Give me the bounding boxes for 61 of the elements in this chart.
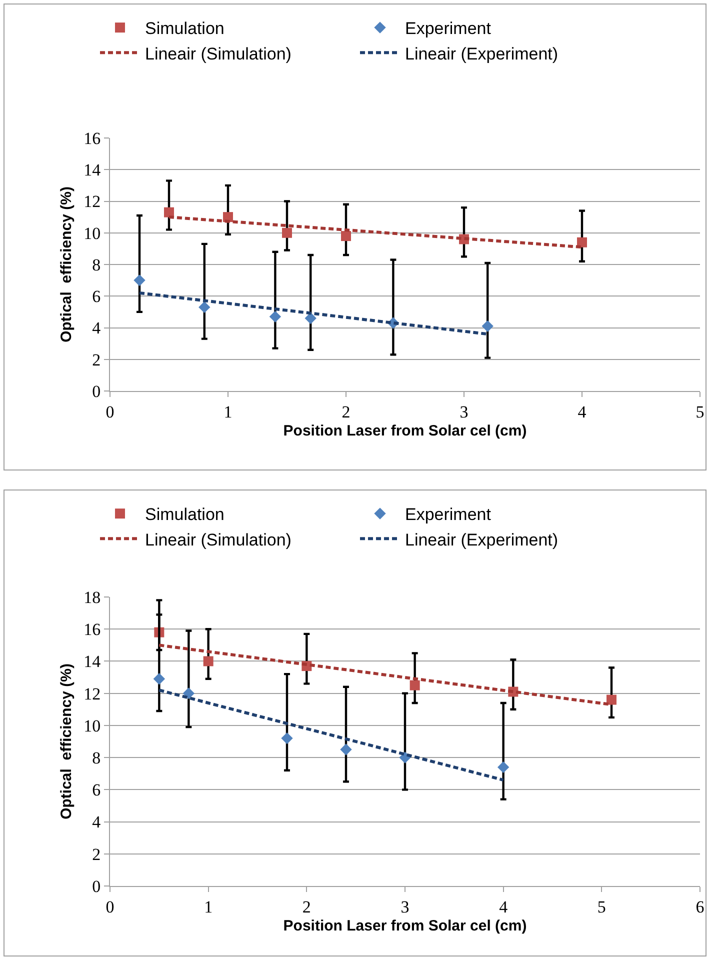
point [482,320,494,332]
legend-label: Lineair (Simulation) [145,44,292,64]
x-tick-label: 4 [578,402,587,422]
y-axis-title: Optical efficiency (%) [58,664,75,820]
y-tick-label: 16 [84,620,101,640]
y-tick-label: 14 [84,652,102,672]
x-tick-label: 3 [460,402,468,422]
legend-label: Lineair (Experiment) [405,44,558,64]
x-tick-label: 1 [224,402,232,422]
point [340,744,352,756]
y-tick-label: 14 [84,160,102,180]
x-tick-label: 1 [204,897,213,916]
point [577,237,587,248]
y-tick-label: 4 [92,812,102,832]
point [153,673,166,685]
y-tick-label: 2 [92,350,101,370]
y-tick-label: 10 [84,224,101,243]
legend-label: Simulation [145,505,224,524]
y-tick-label: 12 [84,192,101,212]
point [182,687,195,700]
point [282,228,292,238]
y-tick-label: 8 [92,255,101,274]
point [606,694,616,705]
y-axis-title: Optical efficiency (%) [58,186,75,342]
legend-label: Experiment [405,505,492,524]
y-tick-label: 2 [92,844,101,864]
y-tick-label: 8 [92,748,101,768]
y-tick-label: 6 [92,287,101,306]
y-tick-label: 6 [92,780,101,800]
legend-label: Lineair (Simulation) [145,530,292,550]
x-tick-label: 5 [696,402,704,422]
x-tick-label: 3 [400,897,410,916]
x-tick-label: 0 [106,402,114,422]
y-tick-label: 12 [84,684,101,704]
point [497,761,510,774]
y-tick-label: 16 [84,128,101,148]
point [341,231,351,242]
point [281,732,293,744]
point [269,310,282,323]
y-tick-label: 0 [92,876,101,896]
x-axis-title: Position Laser from Solar cel (cm) [283,917,527,934]
point [164,207,174,218]
x-axis-title: Position Laser from Solar cel (cm) [283,422,527,440]
y-tick-label: 4 [92,318,102,338]
y-tick-label: 0 [92,382,101,401]
x-tick-label: 0 [106,897,114,916]
legend-label: Simulation [145,19,224,38]
x-tick-label: 4 [499,897,508,916]
point [203,656,214,666]
y-tick-label: 18 [84,588,101,607]
x-tick-label: 2 [342,402,350,422]
point [304,312,316,324]
y-tick-label: 10 [84,716,101,736]
point [134,274,146,286]
point [410,680,420,690]
x-tick-label: 5 [597,897,606,916]
legend-label: Experiment [405,19,492,38]
x-tick-label: 6 [696,897,704,916]
x-tick-label: 2 [302,897,311,916]
point [198,301,210,314]
legend-label: Lineair (Experiment) [405,530,558,550]
